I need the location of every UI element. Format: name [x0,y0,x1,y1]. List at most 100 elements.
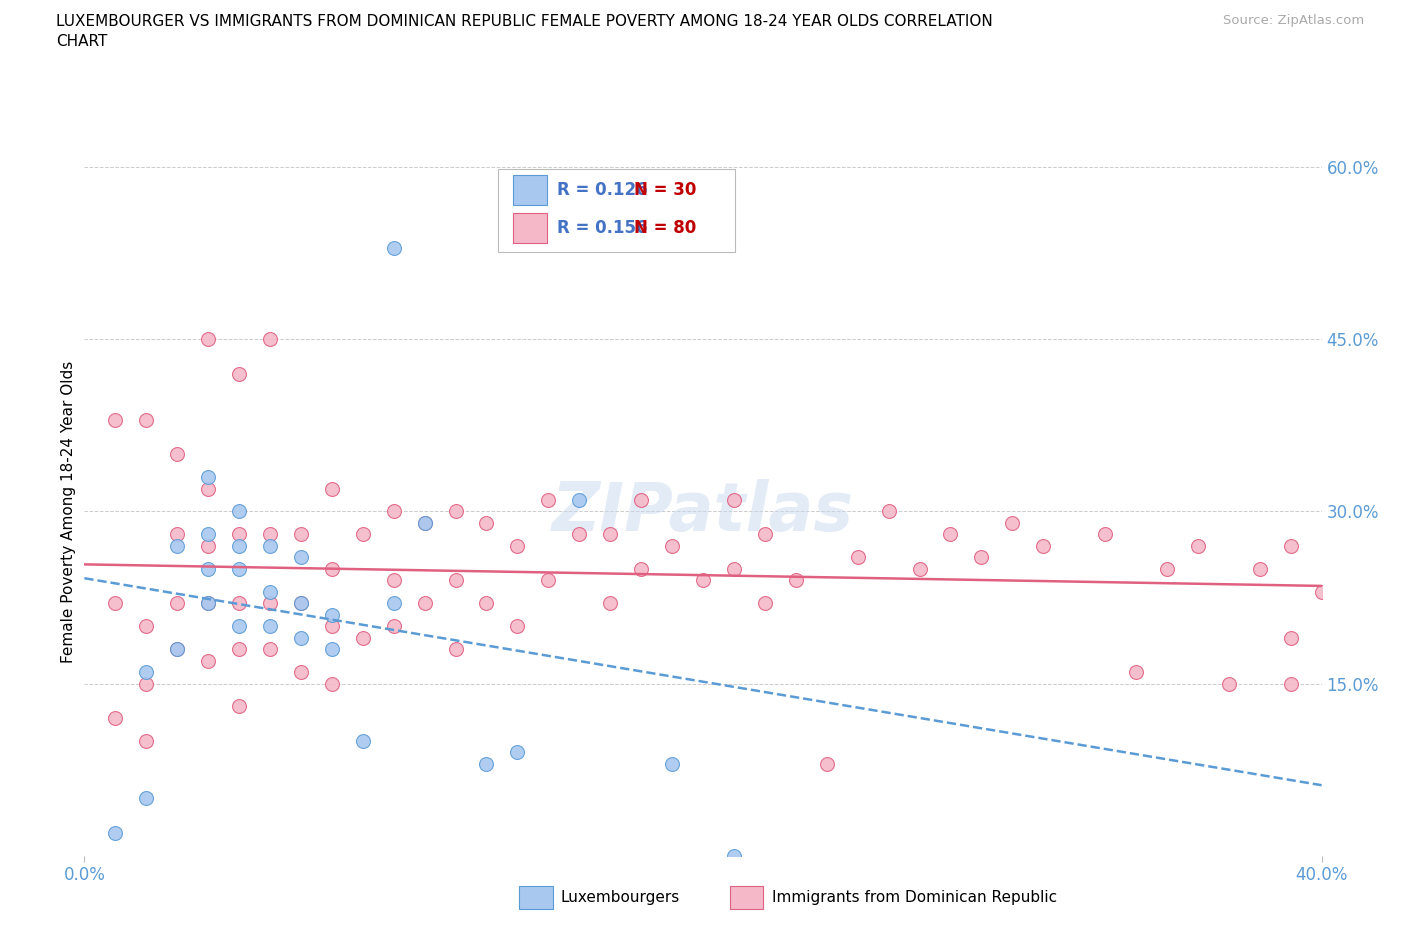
Point [259,527,281,542]
Point [506,745,529,760]
Point [630,562,652,577]
Point [1001,515,1024,530]
Point [135,676,157,691]
Point [166,596,188,611]
Point [537,573,560,588]
Point [506,538,529,553]
Point [444,642,467,657]
Point [413,515,436,530]
Point [444,504,467,519]
Point [228,596,250,611]
Point [197,596,219,611]
Text: Source: ZipAtlas.com: Source: ZipAtlas.com [1223,14,1364,27]
Point [1156,562,1178,577]
Point [723,562,745,577]
Point [568,527,591,542]
Point [1218,676,1240,691]
Point [754,596,776,611]
Point [1249,562,1271,577]
Point [228,699,250,714]
Point [290,665,312,680]
Point [104,596,127,611]
Point [197,562,219,577]
Point [197,653,219,668]
Point [228,618,250,633]
Point [259,642,281,657]
Point [877,504,900,519]
Point [321,676,343,691]
Point [1310,584,1333,599]
Point [259,332,281,347]
Text: Immigrants from Dominican Republic: Immigrants from Dominican Republic [772,890,1057,905]
Y-axis label: Female Poverty Among 18-24 Year Olds: Female Poverty Among 18-24 Year Olds [60,361,76,663]
Text: LUXEMBOURGER VS IMMIGRANTS FROM DOMINICAN REPUBLIC FEMALE POVERTY AMONG 18-24 YE: LUXEMBOURGER VS IMMIGRANTS FROM DOMINICA… [56,14,993,29]
Text: CHART: CHART [56,34,108,49]
Point [599,527,621,542]
Point [599,596,621,611]
Point [382,240,405,255]
Point [413,515,436,530]
Point [135,790,157,805]
Point [382,504,405,519]
Point [135,412,157,427]
Point [259,538,281,553]
Text: R = 0.156: R = 0.156 [557,219,647,237]
Point [321,607,343,622]
Text: N = 30: N = 30 [634,181,696,199]
Point [661,756,683,771]
Point [1125,665,1147,680]
Point [104,412,127,427]
Point [321,562,343,577]
Point [1187,538,1209,553]
Point [166,527,188,542]
Point [475,756,498,771]
Point [352,631,374,645]
Point [970,550,993,565]
Point [630,493,652,508]
Point [228,562,250,577]
Point [723,493,745,508]
Point [166,446,188,461]
Point [228,527,250,542]
Point [382,596,405,611]
Point [228,504,250,519]
Point [1279,631,1302,645]
Point [321,618,343,633]
Text: ZIPatlas: ZIPatlas [553,479,853,544]
Point [692,573,714,588]
Point [1032,538,1054,553]
Point [197,332,219,347]
Point [135,734,157,749]
Point [413,596,436,611]
Point [785,573,807,588]
Point [290,596,312,611]
Point [290,550,312,565]
Point [197,596,219,611]
Point [815,756,838,771]
Point [166,642,188,657]
Point [166,642,188,657]
Point [846,550,869,565]
Point [197,538,219,553]
Text: Luxembourgers: Luxembourgers [561,890,681,905]
Point [475,515,498,530]
Point [228,366,250,381]
Point [104,711,127,725]
Point [135,618,157,633]
Point [197,481,219,496]
Point [537,493,560,508]
Point [352,734,374,749]
Point [661,538,683,553]
Point [321,642,343,657]
Point [228,538,250,553]
Point [1279,538,1302,553]
Point [475,596,498,611]
Point [352,527,374,542]
Point [1279,676,1302,691]
Text: N = 80: N = 80 [634,219,696,237]
Point [1094,527,1116,542]
Point [506,618,529,633]
Point [166,538,188,553]
Point [197,527,219,542]
Point [568,493,591,508]
